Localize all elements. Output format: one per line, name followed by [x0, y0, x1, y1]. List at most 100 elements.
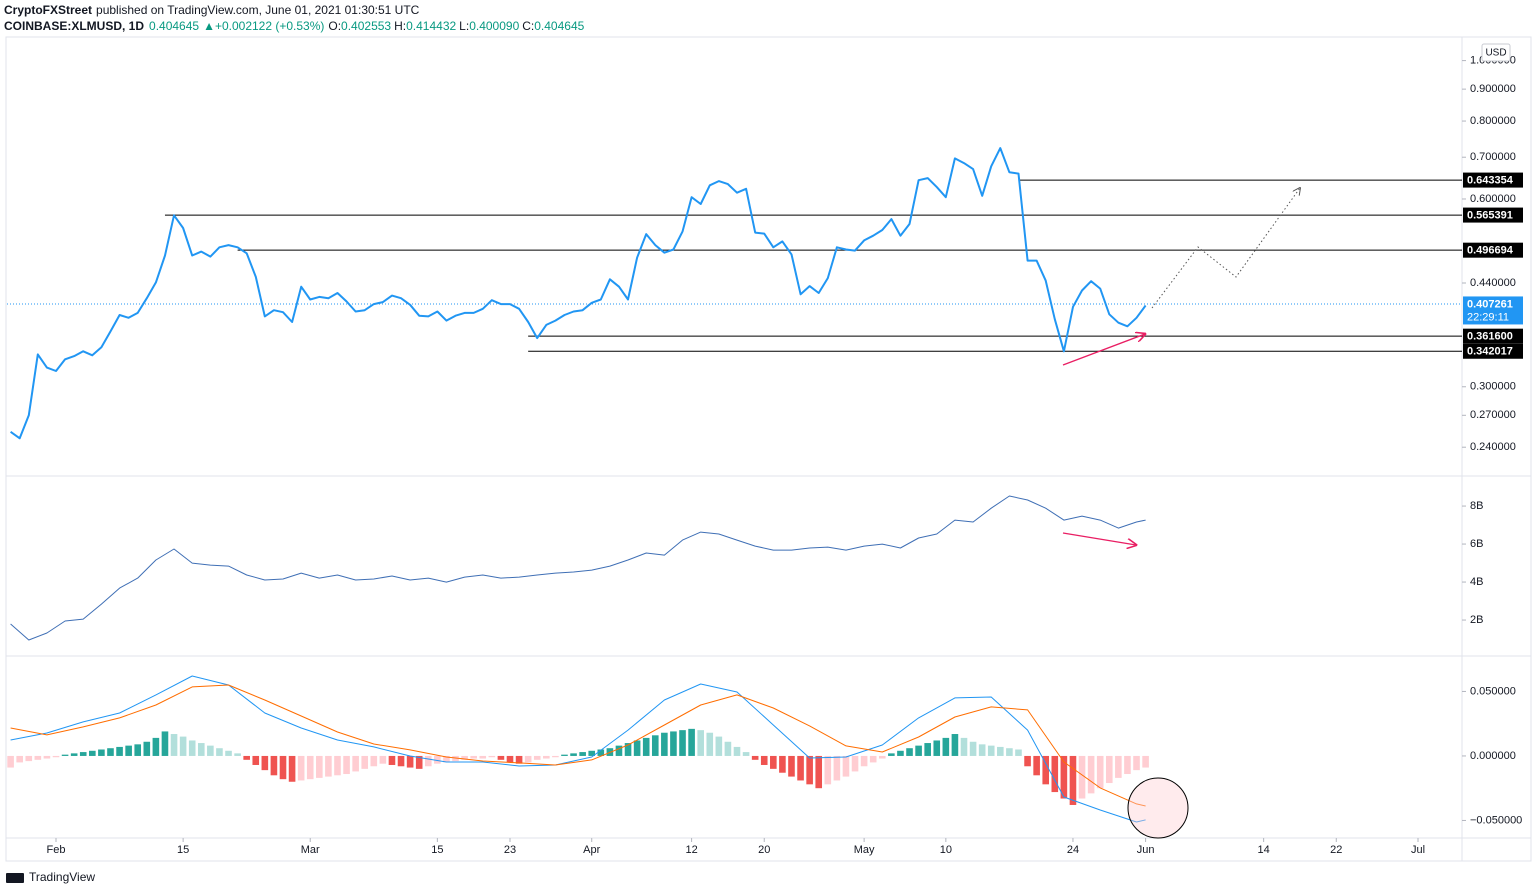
series-line — [10, 495, 1146, 641]
histogram-bar — [70, 753, 78, 756]
histogram-bar — [306, 755, 314, 780]
histogram-bar — [969, 741, 977, 756]
histogram-bar — [388, 755, 396, 765]
histogram-bar — [143, 741, 151, 756]
countdown: 22:29:11 — [1467, 311, 1509, 323]
level-label: 0.342017 — [1467, 346, 1513, 358]
histogram-bar — [933, 740, 941, 756]
histogram-bar — [897, 750, 904, 756]
histogram-bar — [497, 755, 505, 760]
histogram-bar — [279, 755, 287, 780]
histogram-bar — [506, 755, 514, 763]
histogram-bar — [779, 755, 786, 773]
histogram-bar — [906, 748, 913, 756]
quote-line: COINBASE:XLMUSD, 1D 0.404645 ▲+0.002122 (+… — [4, 19, 585, 33]
histogram-bar — [252, 755, 260, 765]
level-label: 0.565391 — [1467, 209, 1513, 221]
histogram-bar — [552, 755, 559, 758]
histogram-bar — [869, 755, 877, 763]
histogram-bar — [670, 731, 677, 756]
histogram-bar — [1124, 755, 1131, 775]
histogram-bar — [1142, 755, 1149, 768]
published: published on TradingView.com, June 01, 2… — [96, 3, 420, 17]
histogram-bar — [924, 743, 931, 756]
x-tick-label: 24 — [1067, 844, 1079, 856]
level-label-box — [1463, 242, 1523, 258]
histogram-bar — [352, 755, 359, 772]
divergence-arrow — [1062, 532, 1136, 545]
histogram-bar — [1115, 755, 1122, 778]
level-label-box — [1463, 172, 1523, 188]
histogram-bar — [79, 752, 87, 756]
histogram-bar — [7, 755, 14, 768]
histogram-bar — [243, 755, 250, 760]
histogram-bar — [1051, 755, 1059, 793]
histogram-bar — [197, 743, 205, 756]
histogram-bar — [579, 752, 586, 756]
price-axis: 1.0000000.9000000.8000000.7000000.600000… — [47, 55, 1523, 856]
x-tick-label: 14 — [1258, 844, 1270, 856]
histogram-bar — [742, 752, 750, 756]
histogram-bar — [624, 743, 632, 756]
histogram-bar — [697, 730, 704, 756]
histogram-bar — [52, 755, 60, 758]
symbol: COINBASE:XLMUSD, 1D — [4, 19, 144, 33]
header-line: CryptoFXStreet published on TradingView.c… — [4, 3, 420, 17]
histogram-bar — [152, 737, 160, 756]
x-tick-label: 23 — [504, 844, 516, 856]
y-tick-label: 0.240000 — [1470, 441, 1516, 453]
x-tick-label: Feb — [47, 844, 66, 856]
histogram-bar — [452, 755, 459, 762]
histogram-bar — [1087, 755, 1095, 794]
histogram-bar — [261, 755, 269, 771]
level-label-box — [1463, 207, 1523, 223]
histogram-bar — [89, 750, 96, 756]
y-tick-label: 0.300000 — [1470, 381, 1516, 393]
y-tick-label: 0.000000 — [1470, 750, 1516, 762]
histogram-bar — [134, 744, 142, 756]
histogram-bar — [234, 753, 241, 756]
x-tick-label: 15 — [431, 844, 443, 856]
close: 0.404645 — [534, 19, 584, 33]
footer-logo: TradingView — [6, 870, 95, 884]
histogram-bar — [806, 755, 813, 785]
histogram-bar — [760, 755, 768, 765]
last-price-label: 0.407261 — [1467, 298, 1513, 310]
projection-path — [1151, 188, 1300, 309]
high: 0.414432 — [406, 19, 456, 33]
histogram-bar — [878, 755, 886, 759]
histogram-bar — [1015, 749, 1022, 756]
histogram-bar — [415, 755, 423, 769]
y-tick-label: 0.700000 — [1470, 151, 1516, 163]
series-line — [10, 147, 1147, 440]
histogram-bar — [1105, 755, 1113, 784]
histogram-bar — [633, 740, 641, 756]
histogram-bar — [116, 746, 123, 756]
x-tick-label: Jul — [1411, 844, 1425, 856]
highlight-circle — [1127, 777, 1189, 839]
histogram-bar — [1069, 755, 1077, 805]
histogram-bar — [561, 754, 568, 756]
change: ▲+0.002122 (+0.53%) — [203, 19, 324, 33]
histogram-bar — [225, 750, 232, 756]
histogram-bar — [179, 736, 187, 756]
histogram-bar — [34, 755, 42, 760]
histogram-bar — [161, 731, 169, 756]
high-label: H: — [394, 19, 406, 33]
histogram-bar — [715, 736, 723, 756]
histogram-bar — [61, 754, 69, 756]
histogram-bar — [16, 755, 23, 763]
histogram-bar — [1133, 755, 1140, 771]
histogram-bar — [851, 755, 859, 772]
plot-area — [7, 147, 1462, 823]
histogram-bar — [470, 755, 477, 759]
histogram-bar — [1006, 748, 1013, 756]
y-tick-label: 0.900000 — [1470, 83, 1516, 95]
histogram-bar — [216, 748, 223, 756]
histogram-bar — [987, 745, 995, 756]
histogram-bar — [98, 749, 105, 756]
y-tick-label: −0.050000 — [1470, 814, 1522, 826]
macd-line — [10, 675, 1146, 823]
last: 0.404645 — [149, 19, 199, 33]
